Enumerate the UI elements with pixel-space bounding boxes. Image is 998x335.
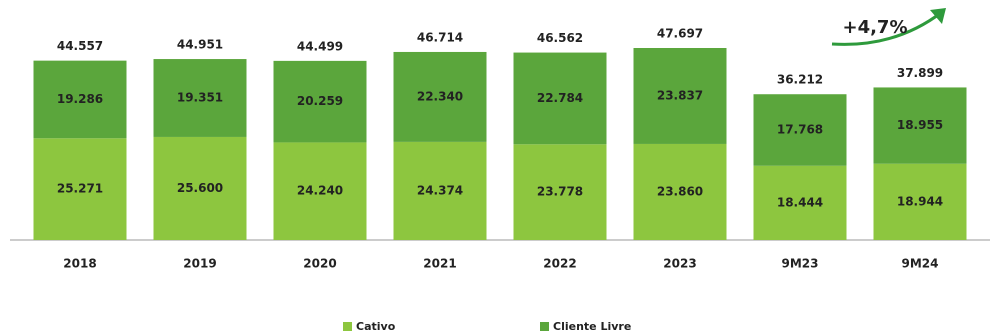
x-tick-label: 9M23 [782,257,819,271]
bar-segment [393,51,487,142]
arrow-head [930,8,946,24]
growth-annotation: +4,7% [842,17,907,38]
bar-segment [273,60,367,143]
x-tick-label: 2020 [303,257,336,271]
legend-label: Cliente Livre [553,320,631,333]
bar-segment [393,141,487,240]
x-tick-label: 9M24 [902,257,939,271]
bar-segment [513,52,607,145]
segment-label: 18.444 [777,195,823,209]
bar-segment [153,59,247,137]
bar-segment [513,144,607,240]
x-tick-label: 2019 [183,257,216,271]
bar-segment [873,163,967,240]
bar-segment [273,142,367,240]
bar-segment [753,165,847,240]
x-tick-label: 2018 [63,257,96,271]
total-label: 46.562 [537,31,583,45]
bar-segment [753,94,847,166]
segment-label: 24.374 [417,183,463,197]
segment-label: 18.944 [897,194,943,208]
x-tick-label: 2023 [663,257,696,271]
bar-segment [633,143,727,240]
bar-segment [873,87,967,164]
total-label: 46.714 [417,30,463,44]
segment-label: 24.240 [297,184,343,198]
segment-label: 18.955 [897,118,943,132]
total-label: 44.499 [297,39,343,53]
bar-segment [33,60,127,139]
x-tick-label: 2022 [543,257,576,271]
legend-swatch [343,322,352,331]
segment-label: 19.286 [57,92,103,106]
x-tick-label: 2021 [423,257,456,271]
legend-swatch [540,322,549,331]
segment-label: 23.837 [657,88,703,102]
total-label: 44.951 [177,38,223,52]
bar-segment [153,136,247,240]
legend-label: Cativo [356,320,396,333]
segment-label: 25.271 [57,182,103,196]
segment-label: 23.778 [537,185,583,199]
trend-arrow [831,10,943,46]
segment-label: 23.860 [657,184,703,198]
segment-label: 25.600 [177,181,223,195]
total-label: 47.697 [657,27,703,41]
total-label: 44.557 [57,39,103,53]
total-label: 36.212 [777,73,823,87]
segment-label: 22.340 [417,89,463,103]
segment-label: 22.784 [537,91,583,105]
segment-label: 20.259 [297,94,343,108]
segment-label: 17.768 [777,122,823,136]
total-label: 37.899 [897,66,943,80]
bar-segment [633,48,727,144]
segment-label: 19.351 [177,91,223,105]
bar-segment [33,138,127,240]
